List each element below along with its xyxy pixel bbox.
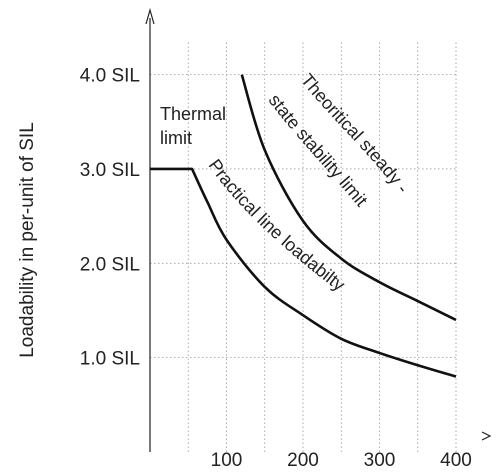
series-layer xyxy=(150,74,457,378)
annotation-thermal: Thermal xyxy=(160,104,226,124)
curve-label-theoretical-2: state stability limit xyxy=(265,90,372,210)
annotation-limit: limit xyxy=(160,128,192,148)
series-line-practical-loadability xyxy=(150,167,457,378)
axes xyxy=(145,7,492,452)
curve-label-theoretical-2-path: state stability limit xyxy=(265,90,372,210)
y-axis-label: Loadability in per-unit of SIL xyxy=(17,122,38,358)
y-tick-label: 3.0 SIL xyxy=(80,160,140,181)
x-tick-label: 100 xyxy=(211,450,243,471)
y-axis-arrow xyxy=(145,7,155,25)
series-line-theoretical-limit xyxy=(240,74,457,322)
tick-labels: 100 200 300 400 1.0 SIL 2.0 SIL 3.0 SIL 4.0 SIL xyxy=(80,66,472,471)
y-tick-label: 4.0 SIL xyxy=(80,66,140,87)
x-axis-arrow-stub xyxy=(481,431,492,441)
x-tick-label: 400 xyxy=(440,450,472,471)
y-tick-label: 1.0 SIL xyxy=(80,349,140,370)
x-tick-label: 200 xyxy=(287,450,319,471)
grid-lines xyxy=(150,41,457,452)
x-tick-label: 300 xyxy=(364,450,396,471)
y-tick-label: 2.0 SIL xyxy=(80,254,140,275)
